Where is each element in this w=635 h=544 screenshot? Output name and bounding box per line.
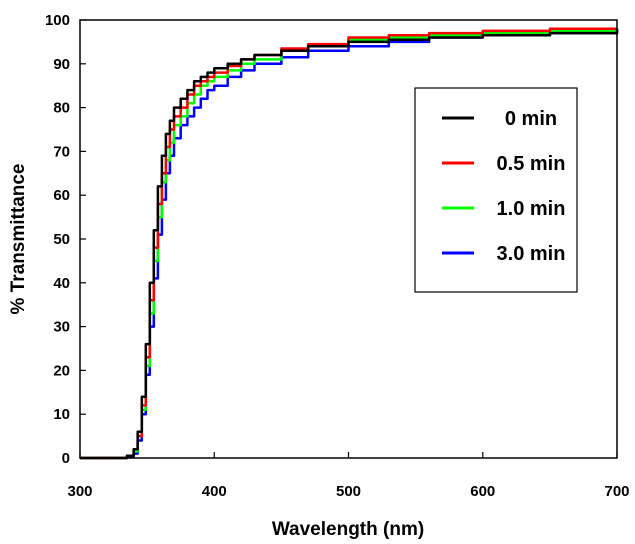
legend-box <box>414 87 578 293</box>
axis-ticks: 0 10 20 30 40 50 60 70 80 90 100 300 400 500 600 700 <box>45 12 630 500</box>
y-tick-label: 100 <box>45 12 70 29</box>
x-tick-label: 600 <box>470 483 495 500</box>
y-tick-label: 90 <box>53 56 70 73</box>
y-tick-label: 40 <box>53 275 70 292</box>
series-layer <box>80 27 619 460</box>
x-tick-label: 300 <box>67 483 92 500</box>
legend-label: 0.5 min <box>497 153 566 175</box>
legend-label: 3.0 min <box>497 243 566 265</box>
y-tick-label: 60 <box>53 187 70 204</box>
y-tick-label: 10 <box>53 406 70 423</box>
y-tick-label: 20 <box>53 362 70 379</box>
series-line-1-0-min <box>80 28 619 460</box>
y-tick-label: 0 <box>62 450 70 467</box>
legend-label: 0 min <box>505 108 557 130</box>
y-axis-title: % Transmittance <box>8 164 29 315</box>
x-tick-label: 500 <box>336 483 361 500</box>
y-tick-label: 30 <box>53 319 70 336</box>
y-tick-label: 50 <box>53 231 70 248</box>
y-tick-label: 80 <box>53 100 70 117</box>
legend: 0 min 0.5 min 1.0 min 3.0 min <box>414 87 578 293</box>
x-tick-label: 700 <box>604 483 629 500</box>
legend-label: 1.0 min <box>497 198 566 220</box>
series-line-0-min <box>80 28 619 460</box>
series-line-3-0-min <box>80 28 619 460</box>
x-axis-title: Wavelength (nm) <box>272 519 424 540</box>
y-tick-label: 70 <box>53 143 70 160</box>
x-tick-label: 400 <box>202 483 227 500</box>
